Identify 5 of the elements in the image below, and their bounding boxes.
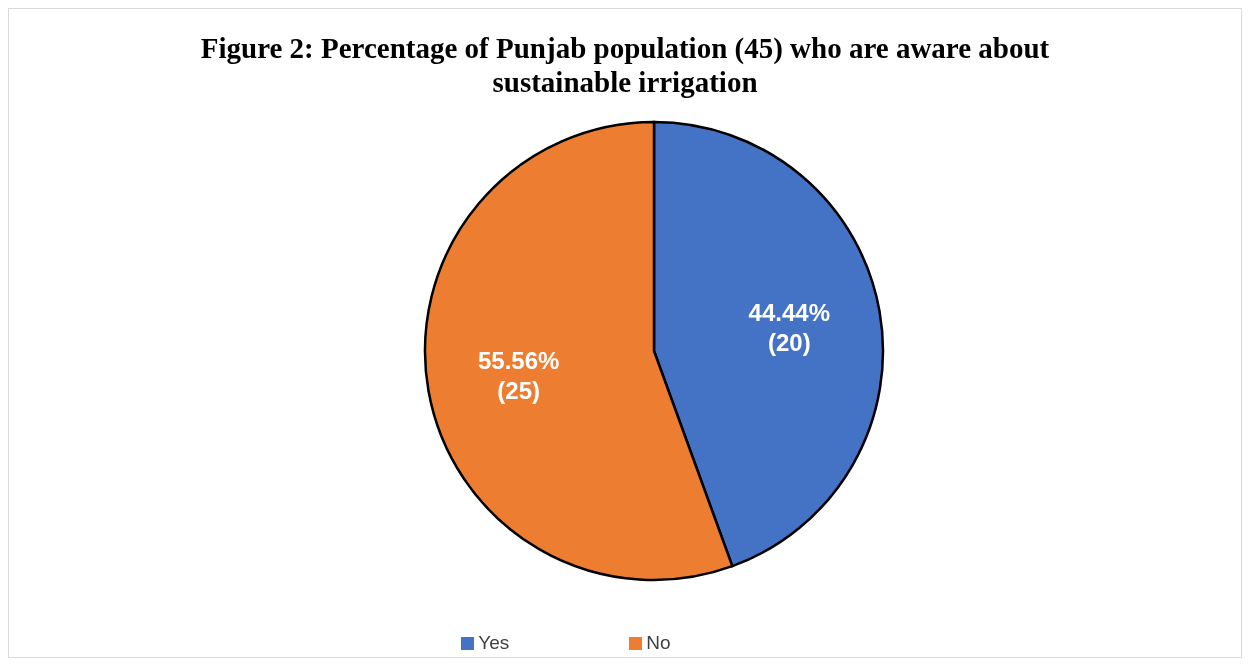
legend-label: Yes	[478, 632, 510, 653]
data-label: 44.44% (20)	[748, 298, 831, 356]
legend-label: No	[646, 632, 671, 653]
data-label: 55.56% (25)	[477, 346, 560, 404]
chart-title: Figure 2: Percentage of Punjab population (45) who are aware about sustainable irrigation	[199, 31, 1051, 99]
